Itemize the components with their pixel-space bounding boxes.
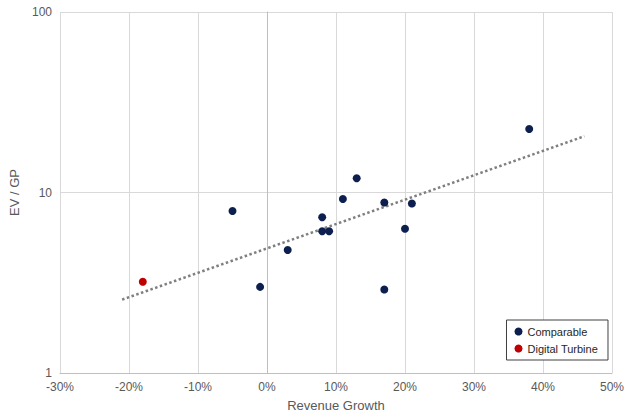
svg-text:-30%: -30% (46, 380, 74, 394)
svg-text:EV / GP: EV / GP (7, 169, 22, 216)
svg-text:1: 1 (45, 366, 52, 380)
svg-text:20%: 20% (393, 380, 417, 394)
svg-text:100: 100 (32, 5, 52, 19)
svg-text:-20%: -20% (115, 380, 143, 394)
svg-text:Comparable: Comparable (527, 326, 587, 338)
svg-text:0%: 0% (258, 380, 276, 394)
svg-text:30%: 30% (462, 380, 486, 394)
svg-text:-10%: -10% (184, 380, 212, 394)
svg-text:10: 10 (39, 186, 53, 200)
svg-text:40%: 40% (531, 380, 555, 394)
svg-text:10%: 10% (324, 380, 348, 394)
svg-text:Revenue Growth: Revenue Growth (287, 398, 385, 413)
svg-text:Digital Turbine: Digital Turbine (527, 343, 597, 355)
svg-text:50%: 50% (600, 380, 624, 394)
